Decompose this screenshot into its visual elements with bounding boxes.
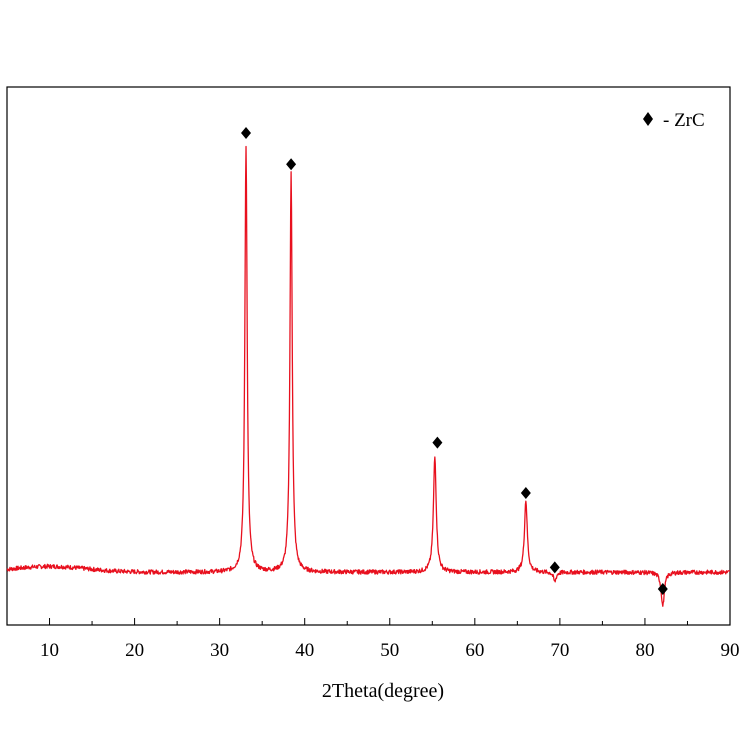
zrc-diamond-marker	[520, 487, 531, 499]
x-tick-label: 50	[380, 640, 399, 661]
peak-markers	[241, 127, 668, 595]
x-axis-title: 2Theta(degree)	[322, 680, 444, 702]
legend-diamond-icon	[643, 112, 653, 126]
x-tick-label: 30	[210, 640, 229, 661]
zrc-diamond-marker	[432, 436, 443, 449]
x-tick-label: 70	[550, 640, 569, 661]
series-line	[6, 145, 731, 607]
legend-label: - ZrC	[663, 110, 705, 131]
zrc-diamond-marker	[286, 158, 297, 171]
x-tick-label: 10	[40, 640, 59, 661]
x-axis-ticks	[6, 618, 731, 625]
x-axis-tick-labels: 10 20 30 40 50 60 70 80 90	[40, 640, 739, 661]
x-tick-label: 60	[465, 640, 484, 661]
legend: - ZrC	[643, 110, 705, 131]
x-tick-label: 40	[295, 640, 314, 661]
x-tick-label: 80	[635, 640, 654, 661]
plot-frame	[6, 86, 731, 626]
zrc-diamond-marker	[241, 127, 252, 139]
x-tick-label: 20	[125, 640, 144, 661]
zrc-diamond-marker	[549, 561, 560, 574]
x-tick-label: 90	[721, 640, 740, 661]
zrc-diamond-marker	[657, 583, 668, 595]
